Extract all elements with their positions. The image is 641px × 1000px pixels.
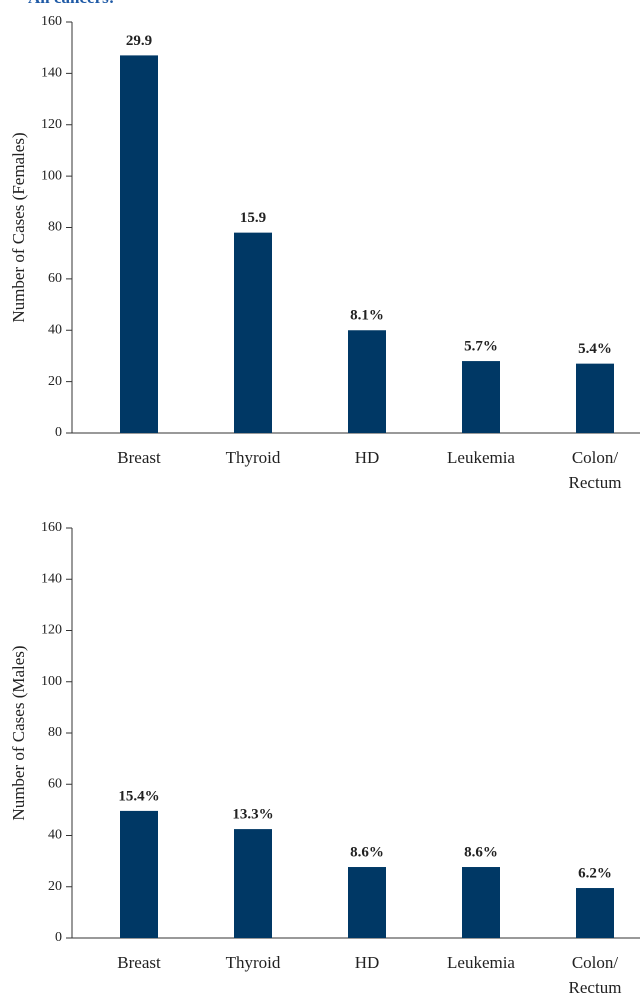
y-axis-label: Number of Cases (Males) bbox=[9, 645, 28, 820]
x-tick-label: Leukemia bbox=[447, 448, 515, 467]
bar bbox=[234, 232, 272, 433]
x-tick-label: Colon/ Rectum bbox=[568, 448, 622, 492]
y-tick-label: 0 bbox=[55, 930, 62, 945]
bar-annotation: 6.2% bbox=[578, 865, 612, 881]
bar-annotation: 8.6% bbox=[350, 844, 384, 860]
x-tick-label: HD bbox=[354, 448, 380, 467]
bar-annotation: 5.4% bbox=[578, 341, 612, 357]
bar-annotation: 8.6% bbox=[464, 844, 498, 860]
bar-annotation: 29.9 bbox=[126, 33, 152, 49]
heading: All cancers: bbox=[28, 0, 114, 8]
x-tick-label: HD bbox=[354, 953, 380, 972]
bar-annotation: 15.9 bbox=[240, 210, 266, 226]
bar-annotation: 15.4% bbox=[118, 788, 159, 804]
bar bbox=[576, 888, 614, 938]
y-tick-label: 0 bbox=[55, 425, 62, 440]
bar-annotation: 8.1% bbox=[350, 308, 384, 324]
y-tick-label: 80 bbox=[48, 220, 62, 235]
y-tick-label: 160 bbox=[41, 14, 62, 29]
bar bbox=[576, 363, 614, 433]
bar bbox=[120, 55, 158, 434]
y-tick-label: 40 bbox=[48, 828, 62, 843]
y-tick-label: 80 bbox=[48, 725, 62, 740]
y-tick-label: 100 bbox=[41, 168, 62, 183]
y-tick-label: 20 bbox=[48, 374, 62, 389]
x-tick-label: Leukemia bbox=[447, 953, 515, 972]
y-tick-label: 120 bbox=[41, 623, 62, 638]
bar-annotation: 5.7% bbox=[464, 339, 498, 355]
y-tick-label: 60 bbox=[48, 776, 62, 791]
x-tick-label: Thyroid bbox=[225, 953, 281, 972]
bar-annotation: 13.3% bbox=[232, 807, 273, 823]
bar bbox=[234, 829, 272, 938]
y-tick-label: 100 bbox=[41, 674, 62, 689]
x-tick-label: Breast bbox=[117, 953, 161, 972]
y-tick-label: 160 bbox=[41, 520, 62, 535]
x-tick-label: Thyroid bbox=[225, 448, 281, 467]
bar bbox=[348, 867, 386, 938]
x-tick-label: Colon/ Rectum bbox=[568, 953, 622, 997]
y-tick-label: 40 bbox=[48, 322, 62, 337]
y-tick-label: 60 bbox=[48, 271, 62, 286]
bar bbox=[120, 810, 158, 938]
y-tick-label: 140 bbox=[41, 571, 62, 586]
x-tick-label: Breast bbox=[117, 448, 161, 467]
y-axis-label: Number of Cases (Females) bbox=[9, 132, 28, 322]
y-tick-label: 20 bbox=[48, 879, 62, 894]
y-tick-label: 120 bbox=[41, 117, 62, 132]
bar bbox=[348, 330, 386, 433]
y-tick-label: 140 bbox=[41, 66, 62, 81]
bar bbox=[462, 361, 500, 433]
bar bbox=[462, 867, 500, 938]
